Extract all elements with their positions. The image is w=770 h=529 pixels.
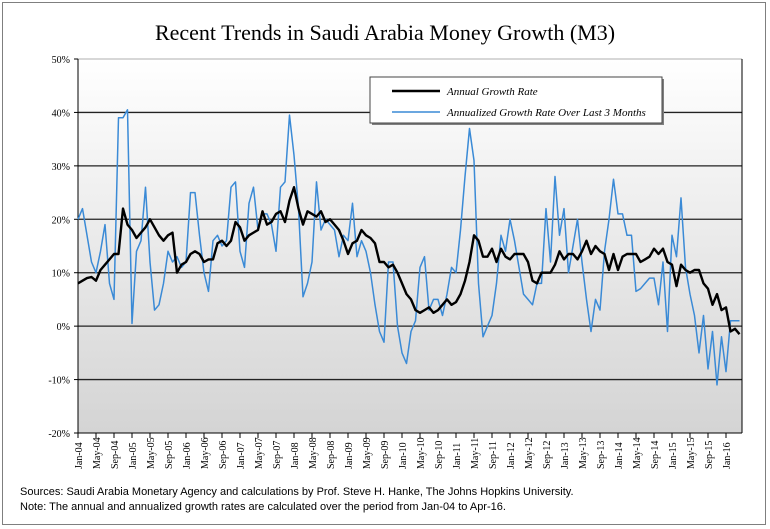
x-tick-label: Jan-05: [128, 442, 139, 469]
x-tick-label: May-10: [416, 437, 427, 469]
x-tick-label: Sep-12: [542, 441, 553, 469]
x-tick-label: Jan-04: [74, 442, 85, 469]
x-tick-label: Sep-15: [704, 441, 715, 469]
y-tick-label: 40%: [52, 108, 70, 119]
y-tick-label: 10%: [52, 269, 70, 280]
x-tick-label: May-13: [578, 437, 589, 469]
x-tick-label: Jan-10: [398, 442, 409, 469]
y-tick-label: 0%: [57, 322, 70, 333]
x-tick-label: Jan-16: [722, 442, 733, 469]
x-tick-label: May-05: [146, 437, 157, 469]
y-tick-label: 50%: [52, 55, 70, 66]
annualized-3m-growth-line: [77, 109, 740, 386]
x-tick-label: Jan-07: [236, 442, 247, 469]
y-tick-label: 20%: [52, 215, 70, 226]
legend-label: Annual Growth Rate: [446, 86, 538, 98]
x-tick-label: Jan-09: [344, 442, 355, 469]
x-tick-label: Jan-14: [614, 442, 625, 469]
x-tick-label: Sep-06: [218, 441, 229, 469]
y-tick-label: -10%: [48, 376, 70, 387]
x-tick-label: Jan-08: [290, 442, 301, 469]
x-tick-label: Sep-10: [434, 441, 445, 469]
sources-text: Sources: Saudi Arabia Monetary Agency an…: [20, 486, 574, 498]
x-tick-label: Sep-07: [272, 441, 283, 469]
x-tick-label: Jan-13: [560, 442, 571, 469]
x-tick-label: May-12: [524, 437, 535, 469]
x-tick-label: Sep-04: [110, 441, 121, 469]
x-tick-label: May-11: [470, 438, 481, 469]
x-tick-label: Sep-08: [326, 441, 337, 469]
x-tick-label: Sep-05: [164, 441, 175, 469]
y-tick-label: -20%: [48, 429, 70, 440]
x-tick-label: May-06: [200, 437, 211, 469]
x-tick-label: Sep-13: [596, 441, 607, 469]
x-tick-label: May-07: [254, 437, 265, 469]
x-tick-label: May-09: [362, 437, 373, 469]
chart-title: Recent Trends in Saudi Arabia Money Grow…: [154, 20, 616, 45]
x-tick-label: Jan-06: [182, 442, 193, 469]
x-tick-label: Jan-15: [668, 442, 679, 469]
x-tick-label: May-15: [686, 437, 697, 469]
x-tick-label: Sep-11: [488, 441, 499, 469]
annual-growth-line: [77, 185, 741, 335]
legend-label: Annualized Growth Rate Over Last 3 Month…: [446, 107, 646, 119]
note-text: Note: The annual and annualized growth r…: [20, 501, 506, 513]
x-tick-label: May-14: [632, 437, 643, 469]
x-tick-label: Jan-12: [506, 442, 517, 469]
x-tick-label: Jan-11: [452, 443, 463, 469]
x-tick-label: Sep-14: [650, 441, 661, 469]
legend-box: [369, 76, 663, 124]
y-tick-label: 30%: [52, 162, 70, 173]
x-tick-label: May-08: [308, 437, 319, 469]
x-tick-label: May-04: [92, 437, 103, 469]
x-tick-label: Sep-09: [380, 441, 391, 469]
